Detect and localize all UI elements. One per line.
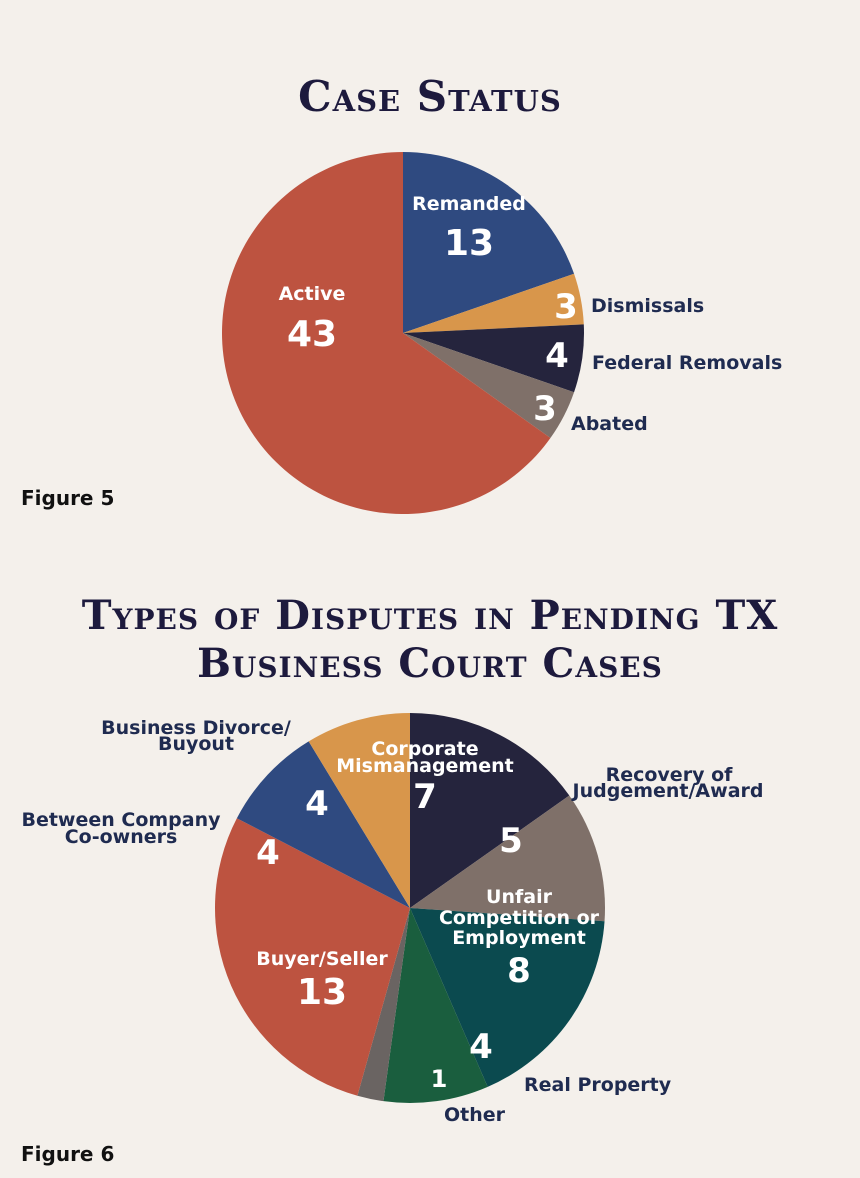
slice-value-federal-removals: 4 [545,336,569,376]
slice-value-business-divorce-buyout: 4 [305,784,329,824]
slice-value-dismissals: 3 [554,287,578,327]
slice-label-dismissals: Dismissals [591,295,704,317]
pie-slice-real-property [383,908,488,1104]
pie-slice-other [357,908,410,1102]
chart-title-line-1: Types of Disputes in Pending TX [81,592,779,639]
pie-slice-remanded [403,152,575,333]
slice-label-corporate-mismanagement: Mismanagement [336,755,513,777]
slice-value-other: 1 [431,1065,448,1093]
slice-value-real-property: 4 [469,1027,493,1067]
pie-slice-buyer-seller [214,818,410,1096]
pie-slice-between-company-co-owners [236,741,410,908]
slice-label-recovery-of-judgement-award: Recovery of [606,764,734,786]
pie-slice-dismissals [403,273,584,333]
slice-value-between-company-co-owners: 4 [256,833,280,873]
pie-slice-recovery-of-judgement-award [410,795,605,922]
figure-5-label: Figure 5 [21,486,115,510]
slice-value-remanded: 13 [444,223,494,264]
pie-slice-corporate-mismanagement [410,713,570,908]
slice-label-between-company-co-owners: Between Company [21,809,221,831]
slice-label-buyer-seller: Buyer/Seller [256,948,388,970]
pie-slice-active [221,152,551,515]
pie-slice-federal-removals [403,324,584,393]
slice-value-recovery-of-judgement-award: 5 [499,821,523,861]
chart-title-line-2: Business Court Cases [197,640,663,687]
slice-label-other: Other [444,1104,506,1126]
slice-label-active: Active [279,283,346,305]
chart-title-case-status: Case Status [298,72,562,121]
slice-value-active: 43 [287,314,337,355]
slice-label-unfair-competition-or-employment: Competition or [439,907,600,929]
pie-slice-unfair-competition-or-employment [410,908,605,1087]
slice-label-recovery-of-judgement-award: Judgement/Award [571,780,764,802]
slice-label-federal-removals: Federal Removals [592,352,782,374]
slice-value-corporate-mismanagement: 7 [413,777,437,817]
pie-slice-abated [403,333,575,438]
slice-label-unfair-competition-or-employment: Employment [452,927,586,949]
pie-slice-business-divorce-buyout [308,713,410,908]
slice-label-abated: Abated [571,413,648,435]
chart-title-dispute-types: Types of Disputes in Pending TX Business… [0,592,860,688]
slice-label-corporate-mismanagement: Corporate [371,738,478,760]
slice-label-real-property: Real Property [524,1074,672,1096]
pie-slices [221,152,584,515]
slice-label-business-divorce-buyout: Buyout [158,733,234,755]
slice-label-remanded: Remanded [412,193,526,215]
slice-value-buyer-seller: 13 [297,972,347,1013]
slice-label-between-company-co-owners: Co-owners [65,826,178,848]
slice-label-unfair-competition-or-employment: Unfair [486,886,553,908]
slice-value-abated: 3 [533,389,557,429]
slice-value-unfair-competition-or-employment: 8 [507,951,531,991]
pie-slices [214,713,605,1104]
figure-6-label: Figure 6 [21,1142,115,1166]
slice-label-business-divorce-buyout: Business Divorce/ [101,717,291,739]
